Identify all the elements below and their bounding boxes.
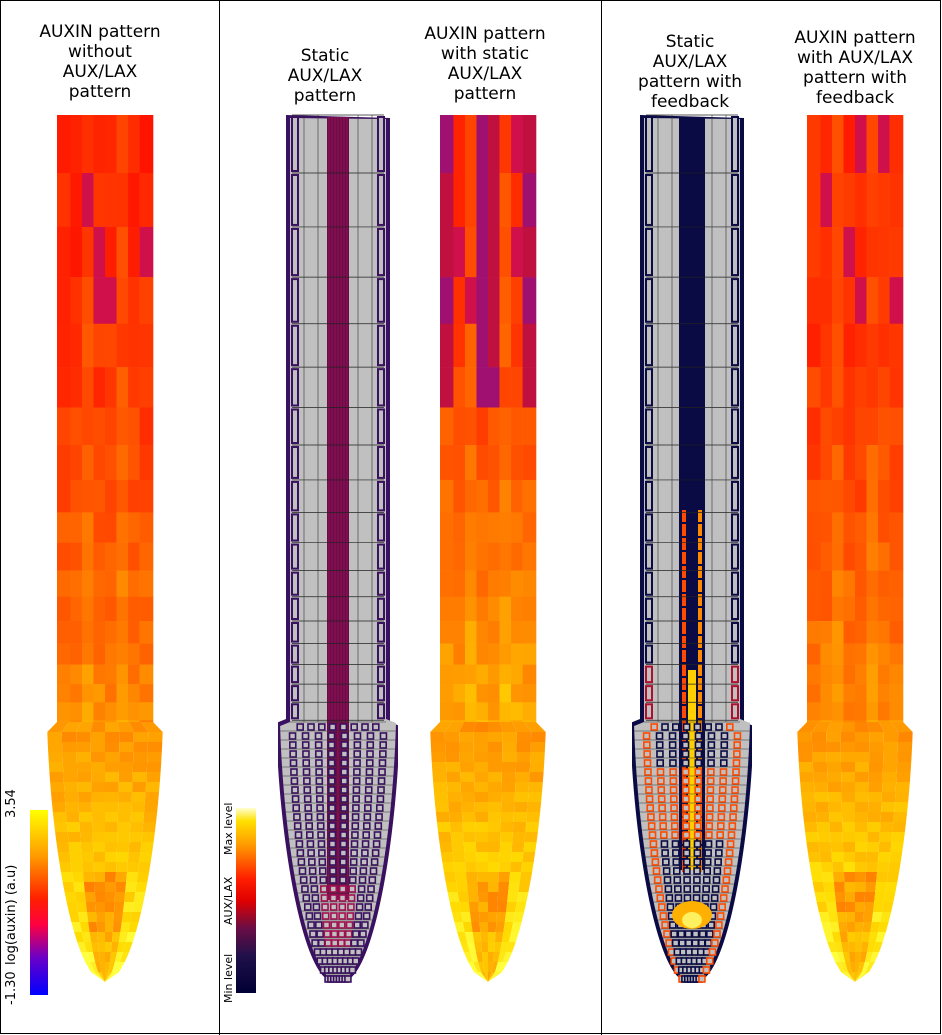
aux-lax-colorbar-label: AUX/LAX	[222, 876, 235, 925]
title-static-aux: Static AUX/LAX pattern	[287, 46, 363, 106]
title-auxin-without-aux: AUXIN pattern without AUX/LAX pattern	[39, 22, 161, 102]
title-static-aux-feedback: Static AUX/LAX pattern with feedback	[638, 32, 742, 112]
aux-lax-colorbar-min: Min level	[222, 953, 235, 1003]
title-auxin-static-aux: AUXIN pattern with static AUX/LAX patter…	[424, 24, 546, 104]
auxin-colorbar	[30, 810, 48, 995]
panel-divider-1	[219, 0, 220, 1035]
title-auxin-aux-feedback: AUXIN pattern with AUX/LAX pattern with …	[794, 28, 916, 108]
panel-divider-2	[601, 0, 602, 1035]
root-static-aux	[278, 114, 398, 983]
aux-lax-colorbar	[236, 808, 256, 993]
aux-lax-colorbar-max: Max level	[222, 802, 235, 855]
auxin-colorbar-min: -1.30	[4, 971, 19, 1005]
root-static-aux-feedback	[632, 114, 752, 983]
root-auxin-without-aux	[47, 115, 163, 982]
root-auxin-aux-feedback	[797, 115, 913, 982]
root-auxin-static-aux	[430, 115, 546, 982]
auxin-colorbar-max: 3.54	[4, 789, 19, 818]
auxin-colorbar-label: log(auxin) (a.u)	[4, 864, 19, 965]
